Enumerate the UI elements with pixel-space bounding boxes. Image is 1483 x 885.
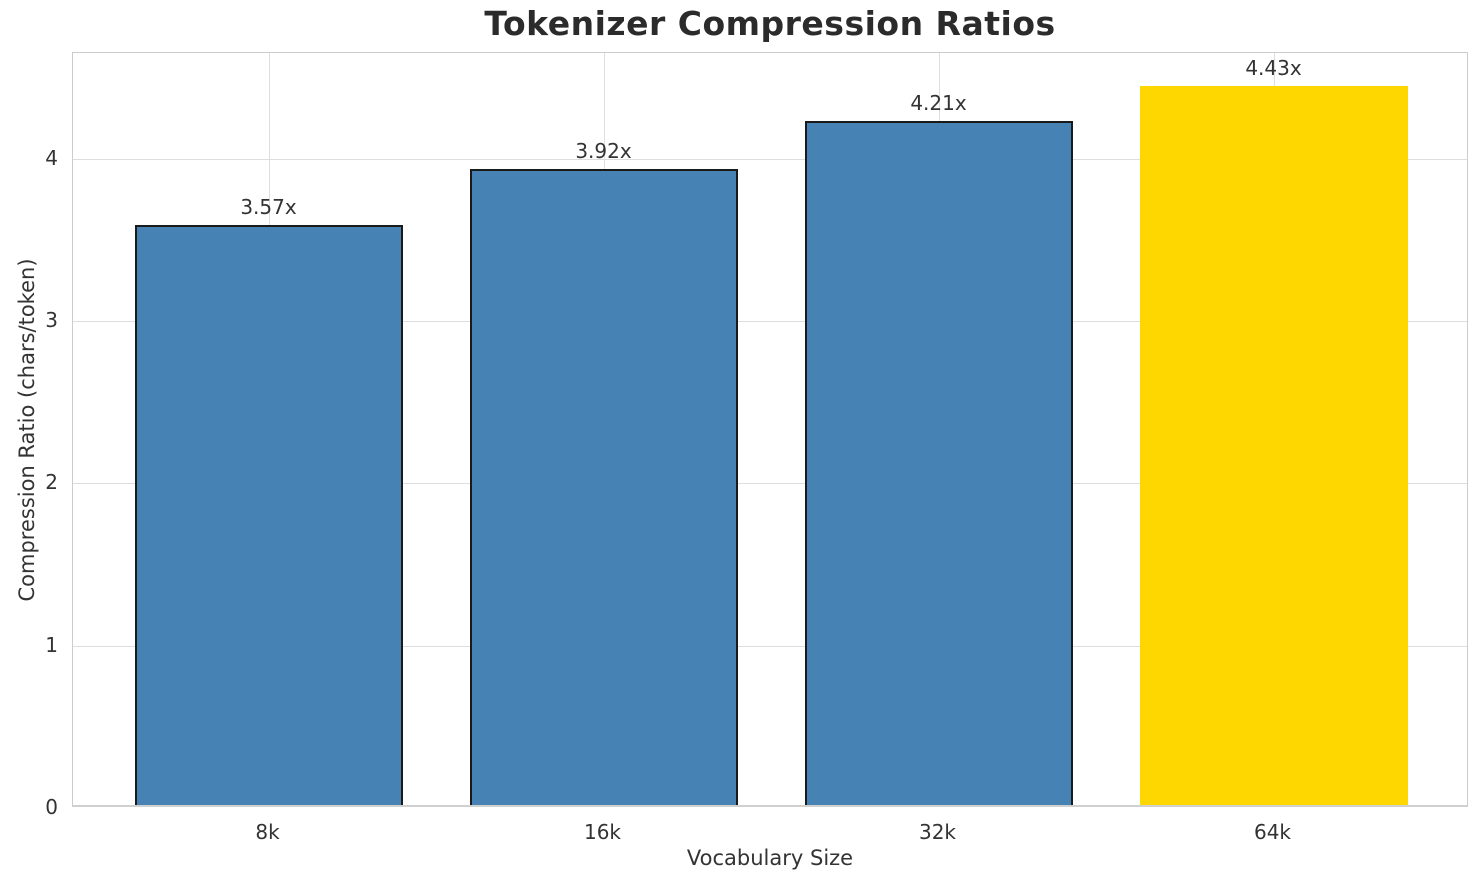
h-gridline xyxy=(73,483,1467,485)
bar-64k xyxy=(1139,85,1408,805)
bar-value-label: 4.21x xyxy=(910,91,967,116)
x-tick-label: 8k xyxy=(255,820,280,844)
y-tick-label: 3 xyxy=(45,307,58,332)
h-gridline xyxy=(73,645,1467,647)
x-tick-label: 16k xyxy=(583,820,622,844)
bar-16k xyxy=(469,168,738,805)
y-tick-label: 2 xyxy=(45,470,58,495)
bar-8k xyxy=(134,225,403,805)
y-tick-label: 0 xyxy=(45,795,58,819)
bar-value-label: 3.57x xyxy=(240,195,297,220)
y-tick-label: 4 xyxy=(45,145,58,170)
x-axis-label: Vocabulary Size xyxy=(686,846,854,870)
h-gridline xyxy=(73,158,1467,160)
bar-value-label: 4.43x xyxy=(1245,55,1302,80)
y-tick-label: 1 xyxy=(45,632,58,657)
x-tick-label: 32k xyxy=(918,820,957,844)
chart-title: Tokenizer Compression Ratios xyxy=(484,4,1056,43)
plot-area: 3.57x 3.92x 4.21x 4.43x xyxy=(72,52,1468,807)
x-tick-label: 64k xyxy=(1253,820,1292,844)
bar-value-label: 3.92x xyxy=(575,138,632,163)
h-gridline xyxy=(73,320,1467,322)
bar-32k xyxy=(804,121,1073,805)
